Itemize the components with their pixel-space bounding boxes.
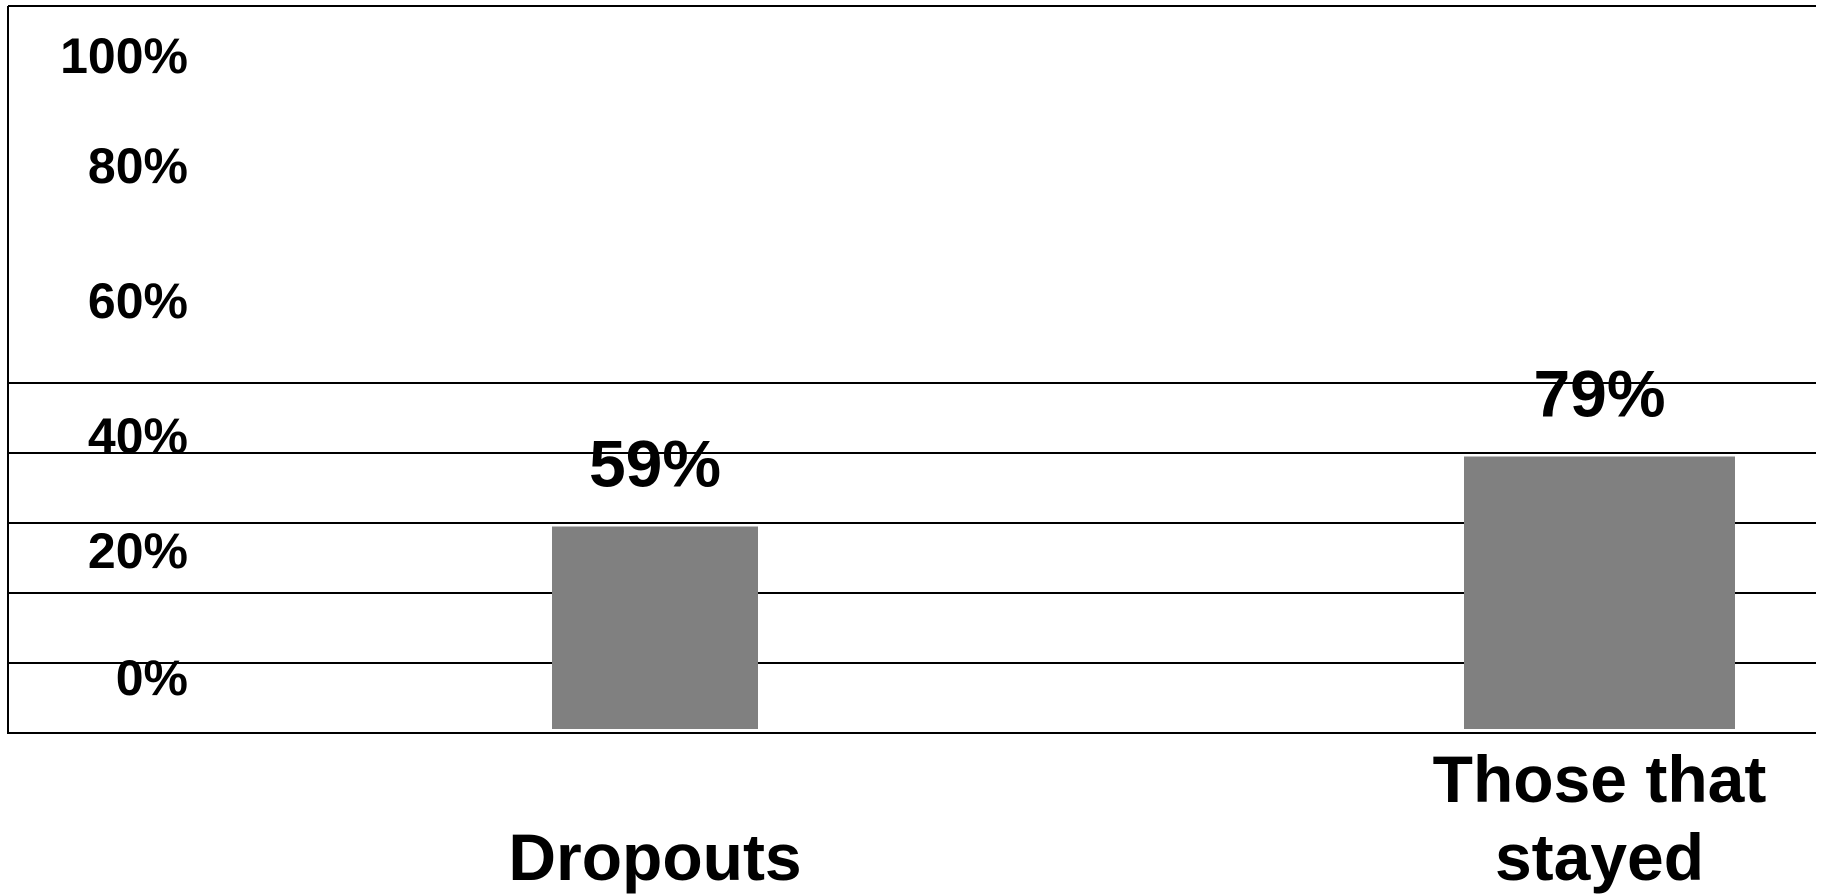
bars (552, 456, 1735, 729)
x-axis-category-labels: Dropouts Those that stayed (508, 742, 1766, 894)
y-tick-label: 60% (88, 273, 188, 329)
y-tick-label: 40% (88, 408, 188, 464)
category-label-line: Dropouts (508, 820, 801, 894)
category-label: Those that stayed (1433, 742, 1767, 894)
data-label: 79% (1533, 357, 1665, 431)
data-label: 59% (589, 427, 721, 501)
category-label-line: stayed (1495, 820, 1704, 894)
bar (552, 526, 758, 729)
y-axis-tick-labels: 100% 80% 60% 40% 20% 0% (60, 28, 188, 706)
data-labels: 59% 79% (589, 357, 1666, 501)
category-label-line: Those that (1433, 742, 1767, 816)
category-label: Dropouts (508, 820, 801, 894)
y-tick-label: 100% (60, 28, 188, 84)
y-tick-label: 0% (116, 650, 188, 706)
y-tick-label: 80% (88, 138, 188, 194)
bar (1464, 456, 1735, 729)
y-tick-label: 20% (88, 523, 188, 579)
